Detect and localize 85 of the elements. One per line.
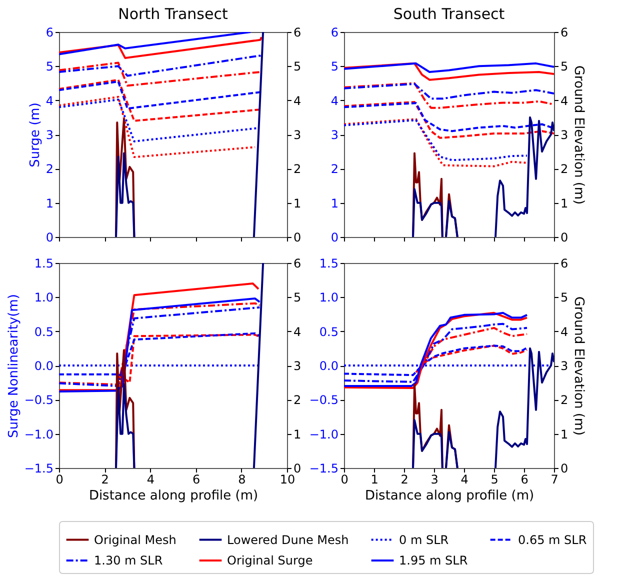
x-tick-label: 1 — [370, 472, 378, 486]
y-tick-label: −1.5 — [24, 462, 54, 476]
legend-label: 0.65 m SLR — [518, 532, 587, 547]
y-tick-label: 1.0 — [319, 290, 338, 305]
y2-tick-label: 1 — [294, 427, 302, 442]
y-tick-label: 0.5 — [319, 324, 338, 339]
y2-tick-label: 2 — [294, 393, 302, 408]
legend-label: Original Surge — [227, 554, 313, 568]
y2-tick-label: 1 — [294, 196, 302, 210]
y2-tick-label: 6 — [294, 26, 302, 40]
legend-label: 1.30 m SLR — [94, 554, 163, 568]
y-tick-label: 1.0 — [34, 290, 54, 305]
y2-tick-label: 2 — [560, 162, 568, 176]
y-tick-label: 4 — [330, 94, 338, 108]
y-tick-label: 0.0 — [34, 359, 54, 373]
x-tick-label: 0 — [340, 472, 348, 486]
x-tick-label: 2 — [400, 472, 408, 486]
x-tick-label: 3 — [430, 472, 438, 486]
y-tick-label: 4 — [46, 94, 54, 108]
y2-tick-label: 0 — [294, 462, 302, 476]
y-tick-label: 0.5 — [34, 324, 54, 339]
x-tick-label: 7 — [550, 472, 558, 486]
y-tick-label: 5 — [46, 60, 54, 74]
y2-axis-title: Ground Elevation (m) — [571, 296, 586, 436]
legend-label: Lowered Dune Mesh — [227, 532, 349, 547]
y2-tick-label: 1 — [560, 196, 568, 210]
y2-tick-label: 6 — [560, 26, 568, 40]
x-tick-label: 4 — [146, 472, 155, 486]
y2-tick-label: 2 — [294, 162, 302, 176]
y2-tick-label: 5 — [560, 60, 568, 74]
y-tick-label: 1.5 — [319, 256, 338, 270]
y-axis-title: Surge (m) — [28, 102, 43, 168]
y2-tick-label: 5 — [294, 60, 302, 74]
y2-tick-label: 4 — [294, 324, 302, 339]
y2-tick-label: 4 — [560, 324, 568, 339]
y-tick-label: 1 — [46, 196, 54, 210]
y-tick-label: 2 — [330, 162, 338, 176]
y2-tick-label: 3 — [294, 128, 302, 142]
y2-tick-label: 0 — [560, 462, 568, 476]
legend-label: Original Mesh — [94, 532, 176, 547]
y2-tick-label: 5 — [294, 290, 302, 305]
y-tick-label: −1.0 — [309, 427, 338, 442]
y-tick-label: 2 — [46, 162, 54, 176]
y2-tick-label: 6 — [560, 256, 568, 270]
y2-tick-label: 2 — [560, 393, 568, 408]
x-tick-label: 8 — [238, 472, 246, 486]
y-tick-label: 0 — [46, 230, 54, 244]
y2-tick-label: 1 — [560, 427, 568, 442]
y-tick-label: 3 — [330, 128, 338, 142]
y2-axis-title: Ground Elevation (m) — [571, 65, 586, 205]
y-axis-title: Surge Nonlinearity(m) — [6, 294, 22, 438]
y-tick-label: 0 — [330, 230, 338, 244]
y-tick-label: 6 — [330, 26, 338, 40]
y2-tick-label: 0 — [294, 230, 302, 244]
y2-tick-label: 4 — [560, 94, 568, 108]
y2-tick-label: 5 — [560, 290, 568, 305]
y-tick-label: 3 — [46, 128, 54, 142]
y2-tick-label: 0 — [560, 230, 568, 244]
x-tick-label: 2 — [101, 472, 109, 486]
x-tick-label: 10 — [280, 472, 296, 486]
y2-tick-label: 3 — [560, 128, 568, 142]
y-tick-label: −1.0 — [24, 427, 54, 442]
chart-title: South Transect — [393, 5, 505, 23]
x-axis-title: Distance along profile (m) — [364, 488, 534, 504]
legend-label: 0 m SLR — [399, 532, 449, 547]
y-tick-label: 6 — [46, 26, 54, 40]
chart-title: North Transect — [118, 5, 228, 23]
x-tick-label: 0 — [56, 472, 64, 486]
x-axis-title: Distance along profile (m) — [88, 488, 258, 504]
y2-tick-label: 4 — [294, 94, 302, 108]
x-tick-label: 6 — [520, 472, 528, 486]
y-tick-label: −0.5 — [309, 393, 338, 408]
x-tick-label: 5 — [490, 472, 498, 486]
y2-tick-label: 6 — [294, 256, 302, 270]
y-tick-label: 5 — [330, 60, 338, 74]
legend-label: 1.95 m SLR — [399, 554, 468, 568]
y-tick-label: 1.5 — [34, 256, 54, 270]
y2-tick-label: 3 — [294, 359, 302, 373]
y2-tick-label: 3 — [560, 359, 568, 373]
y-tick-label: 0.0 — [319, 359, 338, 373]
y-tick-label: −1.5 — [309, 462, 338, 476]
y-tick-label: 1 — [330, 196, 338, 210]
x-tick-label: 4 — [460, 472, 468, 486]
y-tick-label: −0.5 — [24, 393, 54, 408]
x-tick-label: 6 — [192, 472, 200, 486]
